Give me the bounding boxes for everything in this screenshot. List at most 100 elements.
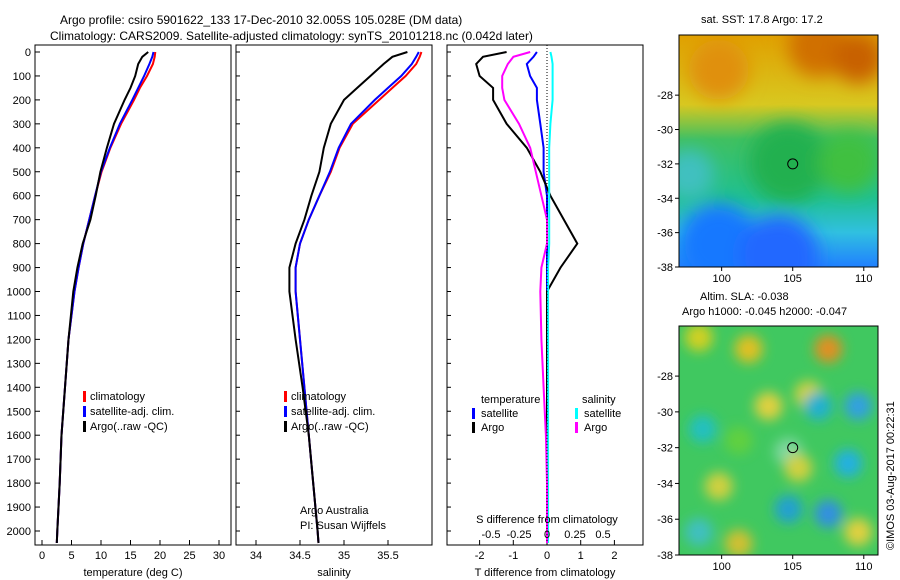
title-line2: Climatology: CARS2009. Satellite-adjuste… (50, 29, 533, 43)
sst-blob (688, 39, 749, 100)
series-line-t-argo (475, 51, 579, 543)
sla-blob (844, 392, 873, 421)
sst-blob (679, 149, 714, 200)
x-tick-label: -2 (475, 550, 485, 562)
legend-swatch (284, 421, 287, 432)
s-tick-label: 0.25 (564, 529, 585, 541)
y-tick-label: 500 (13, 167, 31, 179)
y-tick-label: 1600 (7, 430, 31, 442)
sst-blob (833, 35, 878, 84)
sla-map-title: Altim. SLA: -0.038 (700, 291, 789, 303)
lat-tick-label: -38 (657, 262, 673, 274)
x-tick-label: 35 (338, 550, 350, 562)
lat-tick-label: -36 (657, 514, 673, 526)
x-tick-label: 25 (183, 550, 195, 562)
y-tick-label: 1700 (7, 454, 31, 466)
legend-swatch (284, 391, 287, 402)
sst-blob (818, 132, 878, 193)
series-line-satellite-adj-clim- (294, 51, 420, 544)
sst-blob (788, 35, 849, 77)
y-tick-label: 0 (25, 47, 31, 59)
x-tick-label: 20 (154, 550, 166, 562)
series-line-climatology (55, 51, 157, 544)
lat-tick-label: -34 (657, 193, 673, 205)
map-field (679, 326, 878, 555)
x-axis-label: temperature (deg C) (83, 567, 182, 579)
y-tick-label: 700 (13, 215, 31, 227)
lat-tick-label: -34 (657, 478, 673, 490)
legend-s-title: salinity (582, 394, 616, 406)
series-line-satellite-adj-clim- (55, 51, 155, 544)
series-line-s-argo (501, 51, 548, 543)
y-tick-label: 800 (13, 239, 31, 251)
lat-tick-label: -28 (657, 371, 673, 383)
sst-map: 100 105 110 -28 -30 -32 -34 -36 -38 (657, 34, 879, 285)
lon-tick-label: 105 (784, 273, 802, 285)
legend-label: Argo(..raw -QC) (291, 421, 369, 433)
legend-t-title: temperature (481, 394, 540, 406)
legend-label: satellite (584, 408, 621, 420)
annotation-institution: Argo Australia (300, 505, 369, 517)
y-tick-label: 2000 (7, 526, 31, 538)
x-axis-label: salinity (317, 567, 351, 579)
x-tick-label: -1 (508, 550, 518, 562)
lon-tick-label: 110 (855, 561, 873, 573)
legend-label: satellite-adj. clim. (291, 406, 375, 418)
sst-blob (748, 122, 829, 203)
legend-swatch (83, 391, 86, 402)
x-tick-label: 1 (578, 550, 584, 562)
title-line1: Argo profile: csiro 5901622_133 17-Dec-2… (60, 13, 463, 27)
argo-height-title: Argo h1000: -0.045 h2000: -0.047 (682, 306, 848, 318)
legend-swatch (83, 406, 86, 417)
x-tick-label: 0 (39, 550, 45, 562)
sla-blob (688, 415, 717, 444)
sla-blob (754, 392, 783, 421)
blobs (684, 326, 873, 555)
legend-swatch (83, 421, 86, 432)
legend-swatch (575, 408, 578, 419)
legend-label: Argo (584, 422, 607, 434)
legend-label: Argo(..raw -QC) (90, 421, 168, 433)
y-tick-label: 1000 (7, 287, 31, 299)
x-tick-label: 15 (124, 550, 136, 562)
series-line-s-satellite (547, 51, 554, 543)
annotation-pi: PI: Susan Wijffels (300, 520, 386, 532)
s-tick-label: -0.25 (506, 529, 531, 541)
lon-tick-label: 100 (712, 273, 730, 285)
sla-blob (834, 449, 863, 478)
sla-blob (774, 495, 803, 524)
x-tick-label: 35.5 (377, 550, 398, 562)
panel-frame-2 (235, 44, 433, 546)
series-line-argo-raw-qc- (55, 51, 149, 544)
sla-blob (724, 529, 753, 555)
s-tick-label: 0 (544, 529, 550, 541)
argo-location-marker (787, 158, 799, 170)
y-tick-label: 400 (13, 143, 31, 155)
lat-tick-label: -32 (657, 159, 673, 171)
lat-tick-label: -30 (657, 407, 673, 419)
sla-blob (804, 392, 833, 421)
argo-location-marker (787, 442, 799, 454)
lat-tick-label: -38 (657, 550, 673, 562)
legend-label: climatology (291, 391, 347, 403)
sla-blob (734, 334, 763, 363)
y-tick-label: 200 (13, 95, 31, 107)
y-tick-label: 100 (13, 71, 31, 83)
x-tick-label: 30 (213, 550, 225, 562)
x-tick-label: 2 (611, 550, 617, 562)
map-field (679, 35, 878, 267)
lat-tick-label: -28 (657, 90, 673, 102)
series-line-climatology (294, 51, 423, 544)
x-tick-label: 34 (250, 550, 262, 562)
y-tick-label: 900 (13, 263, 31, 275)
lon-tick-label: 110 (855, 273, 873, 285)
legend-swatch (472, 408, 475, 419)
legend-label: climatology (90, 391, 146, 403)
lat-tick-label: -30 (657, 125, 673, 137)
y-tick-label: 1300 (7, 358, 31, 370)
sst-map-title: sat. SST: 17.8 Argo: 17.2 (701, 14, 823, 26)
y-tick-label: 1400 (7, 382, 31, 394)
s-tick-label: -0.5 (482, 529, 501, 541)
panel-frame-1 (34, 44, 232, 546)
